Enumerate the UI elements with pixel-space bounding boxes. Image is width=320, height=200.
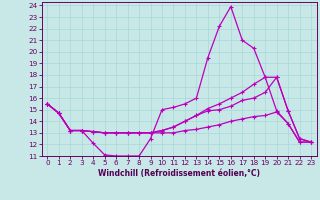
X-axis label: Windchill (Refroidissement éolien,°C): Windchill (Refroidissement éolien,°C) (98, 169, 260, 178)
